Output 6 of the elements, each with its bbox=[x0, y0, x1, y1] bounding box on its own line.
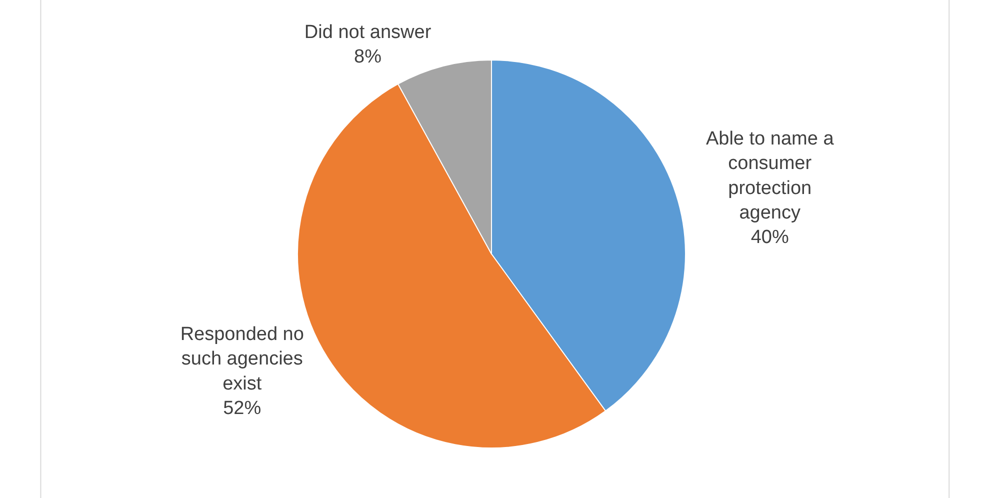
slice-label: Able to name a consumer protection agency bbox=[706, 128, 834, 224]
data-label: 40% bbox=[750, 227, 789, 248]
slice-label: Did not answer bbox=[304, 22, 432, 43]
slice-label: Responded no such agencies exist bbox=[180, 324, 304, 394]
data-label: 52% bbox=[223, 398, 262, 420]
data-label: 8% bbox=[354, 46, 382, 68]
